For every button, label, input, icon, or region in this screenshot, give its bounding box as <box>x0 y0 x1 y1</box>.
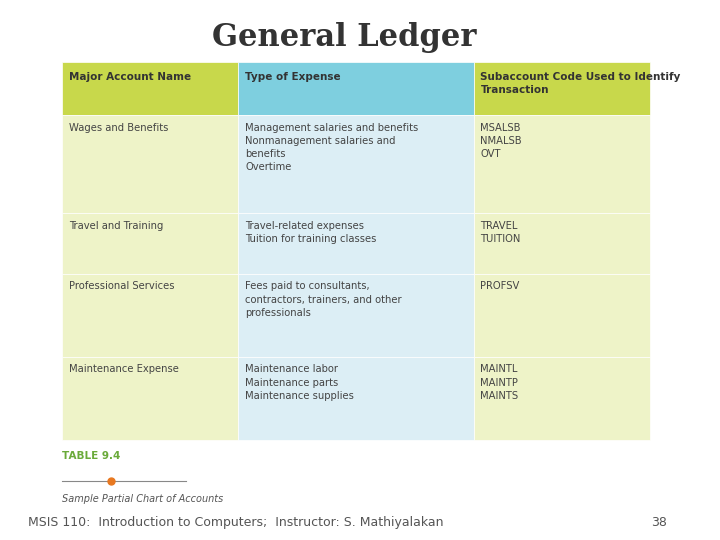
FancyBboxPatch shape <box>474 357 650 440</box>
FancyBboxPatch shape <box>62 357 238 440</box>
Text: MSALSB
NMALSB
OVT: MSALSB NMALSB OVT <box>480 123 522 159</box>
Text: Travel-related expenses
Tuition for training classes: Travel-related expenses Tuition for trai… <box>246 221 377 244</box>
FancyBboxPatch shape <box>62 213 238 274</box>
FancyBboxPatch shape <box>474 115 650 213</box>
Text: Subaccount Code Used to Identify
Transaction: Subaccount Code Used to Identify Transac… <box>480 72 681 95</box>
FancyBboxPatch shape <box>474 213 650 274</box>
FancyBboxPatch shape <box>238 62 474 115</box>
Text: Sample Partial Chart of Accounts: Sample Partial Chart of Accounts <box>62 494 223 504</box>
Text: General Ledger: General Ledger <box>212 22 476 52</box>
Text: Maintenance Expense: Maintenance Expense <box>69 364 179 375</box>
FancyBboxPatch shape <box>62 62 238 115</box>
Text: 38: 38 <box>652 516 667 529</box>
Text: Travel and Training: Travel and Training <box>69 221 163 231</box>
Text: TRAVEL
TUITION: TRAVEL TUITION <box>480 221 521 244</box>
Text: Professional Services: Professional Services <box>69 281 174 292</box>
Text: Major Account Name: Major Account Name <box>69 72 191 82</box>
Text: MAINTL
MAINTP
MAINTS: MAINTL MAINTP MAINTS <box>480 364 518 401</box>
Text: Management salaries and benefits
Nonmanagement salaries and
benefits
Overtime: Management salaries and benefits Nonmana… <box>246 123 418 172</box>
Text: MSIS 110:  Introduction to Computers;  Instructor: S. Mathiyalakan: MSIS 110: Introduction to Computers; Ins… <box>27 516 443 529</box>
FancyBboxPatch shape <box>62 115 238 213</box>
Text: Type of Expense: Type of Expense <box>246 72 341 82</box>
Text: Maintenance labor
Maintenance parts
Maintenance supplies: Maintenance labor Maintenance parts Main… <box>246 364 354 401</box>
FancyBboxPatch shape <box>238 357 474 440</box>
Text: Wages and Benefits: Wages and Benefits <box>69 123 168 133</box>
FancyBboxPatch shape <box>238 115 474 213</box>
FancyBboxPatch shape <box>62 274 238 357</box>
FancyBboxPatch shape <box>238 274 474 357</box>
FancyBboxPatch shape <box>474 274 650 357</box>
FancyBboxPatch shape <box>238 213 474 274</box>
Text: Fees paid to consultants,
contractors, trainers, and other
professionals: Fees paid to consultants, contractors, t… <box>246 281 402 318</box>
FancyBboxPatch shape <box>474 62 650 115</box>
Text: PROFSV: PROFSV <box>480 281 520 292</box>
Text: TABLE 9.4: TABLE 9.4 <box>62 451 120 461</box>
